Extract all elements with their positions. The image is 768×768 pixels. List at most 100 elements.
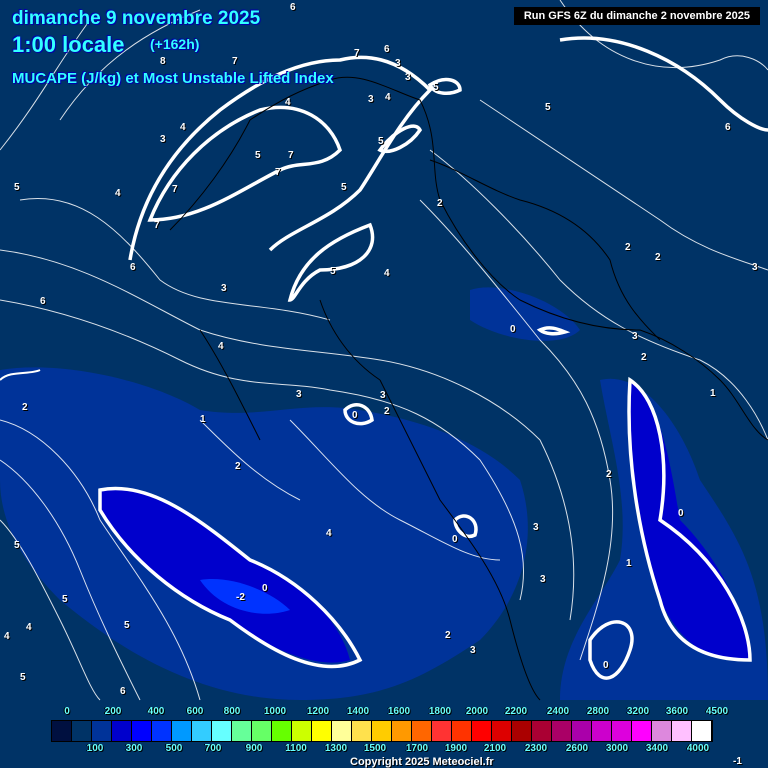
legend-swatch xyxy=(652,721,672,741)
lifted-index-label: 0 xyxy=(352,410,358,421)
legend-tick-label: 1300 xyxy=(324,743,348,754)
lifted-index-label: -1 xyxy=(733,756,742,767)
legend-tick-label: 1600 xyxy=(387,706,411,717)
legend-swatch xyxy=(192,721,212,741)
lifted-index-label: 6 xyxy=(120,686,126,697)
forecast-time: 1:00 locale xyxy=(12,32,125,57)
legend-swatch xyxy=(392,721,412,741)
model-run-label: Run GFS 6Z du dimanche 2 novembre 2025 xyxy=(513,7,760,25)
lifted-index-label: 1 xyxy=(200,414,206,425)
legend-tick-label: 3000 xyxy=(605,743,629,754)
lifted-index-label: 3 xyxy=(368,94,374,105)
legend-tick-label: 1900 xyxy=(444,743,468,754)
legend-swatch xyxy=(512,721,532,741)
legend-tick-label: 2600 xyxy=(565,743,589,754)
legend-swatch xyxy=(172,721,192,741)
legend-swatch xyxy=(412,721,432,741)
legend-tick-label: 1800 xyxy=(428,706,452,717)
lifted-index-label: 4 xyxy=(4,631,10,642)
legend-tick-label: 2000 xyxy=(465,706,489,717)
lifted-index-label: 2 xyxy=(384,406,390,417)
lifted-index-label: 5 xyxy=(124,620,130,631)
lifted-index-label: 1 xyxy=(710,388,716,399)
lifted-index-label: 0 xyxy=(678,508,684,519)
lifted-index-label: 5 xyxy=(378,136,384,147)
legend-tick-label: 3600 xyxy=(665,706,689,717)
legend-swatch xyxy=(352,721,372,741)
lifted-index-label: 4 xyxy=(115,188,121,199)
lifted-index-label: 2 xyxy=(22,402,28,413)
legend-swatch xyxy=(492,721,512,741)
lifted-index-label: 7 xyxy=(172,184,178,195)
legend-swatch xyxy=(692,721,712,741)
legend-swatch xyxy=(592,721,612,741)
legend-swatch xyxy=(432,721,452,741)
lifted-index-label: 3 xyxy=(752,262,758,273)
legend-tick-label: 2400 xyxy=(546,706,570,717)
lifted-index-label: 6 xyxy=(725,122,731,133)
lifted-index-label: 5 xyxy=(14,182,20,193)
lifted-index-label: 2 xyxy=(445,630,451,641)
lifted-index-label: 6 xyxy=(290,2,296,13)
legend-swatch xyxy=(92,721,112,741)
legend-swatch xyxy=(452,721,472,741)
legend-swatch xyxy=(532,721,552,741)
legend-swatch xyxy=(232,721,252,741)
lifted-index-label: 7 xyxy=(288,150,294,161)
lifted-index-label: 8 xyxy=(160,56,166,67)
legend-tick-label: 900 xyxy=(245,743,263,754)
lifted-index-label: 0 xyxy=(510,324,516,335)
legend-tick-label: 1100 xyxy=(285,743,307,754)
legend-swatch xyxy=(52,721,72,741)
legend-swatch xyxy=(552,721,572,741)
legend-swatch xyxy=(132,721,152,741)
lifted-index-label: 3 xyxy=(632,331,638,342)
legend-swatch xyxy=(632,721,652,741)
legend-tick-label: 600 xyxy=(186,706,204,717)
lifted-index-contours xyxy=(0,0,768,701)
legend-tick-label: 300 xyxy=(125,743,143,754)
lifted-index-label: 4 xyxy=(384,268,390,279)
lifted-index-label: 3 xyxy=(470,645,476,656)
parameter-title: MUCAPE (J/kg) et Most Unstable Lifted In… xyxy=(12,70,334,87)
lifted-index-zero-contours xyxy=(0,36,768,680)
legend-tick-label: 1200 xyxy=(306,706,330,717)
lifted-index-label: 2 xyxy=(625,242,631,253)
legend-tick-label: 4000 xyxy=(686,743,710,754)
lifted-index-label: 2 xyxy=(606,469,612,480)
legend-swatch xyxy=(112,721,132,741)
legend-swatch xyxy=(212,721,232,741)
lifted-index-label: 5 xyxy=(433,82,439,93)
lifted-index-label: 3 xyxy=(405,72,411,83)
lifted-index-label: 3 xyxy=(160,134,166,145)
legend-swatch xyxy=(672,721,692,741)
legend-swatch xyxy=(612,721,632,741)
legend-tick-label: 700 xyxy=(204,743,222,754)
legend-tick-label: 2100 xyxy=(483,743,507,754)
legend-swatch xyxy=(572,721,592,741)
forecast-date: dimanche 9 novembre 2025 xyxy=(12,8,261,29)
forecast-lead-time: (+162h) xyxy=(150,36,200,52)
lifted-index-label: 3 xyxy=(221,283,227,294)
lifted-index-label: 1 xyxy=(626,558,632,569)
lifted-index-label: 3 xyxy=(380,390,386,401)
lifted-index-label: 2 xyxy=(437,198,443,209)
legend-tick-label: 400 xyxy=(147,706,165,717)
lifted-index-label: 7 xyxy=(154,220,160,231)
legend-swatch xyxy=(472,721,492,741)
legend-tick-label: 4500 xyxy=(705,706,729,717)
lifted-index-label: 3 xyxy=(296,389,302,400)
legend-tick-label: 0 xyxy=(64,706,70,717)
legend-tick-label: 1000 xyxy=(263,706,287,717)
lifted-index-label: 0 xyxy=(452,534,458,545)
lifted-index-label: 4 xyxy=(285,97,291,108)
lifted-index-label: 5 xyxy=(20,672,26,683)
lifted-index-label: 4 xyxy=(26,622,32,633)
lifted-index-label: 2 xyxy=(641,352,647,363)
legend-swatch xyxy=(252,721,272,741)
lifted-index-label: 7 xyxy=(232,56,238,67)
lifted-index-label: 6 xyxy=(130,262,136,273)
color-scale-legend xyxy=(51,720,713,742)
legend-tick-label: 3200 xyxy=(626,706,650,717)
